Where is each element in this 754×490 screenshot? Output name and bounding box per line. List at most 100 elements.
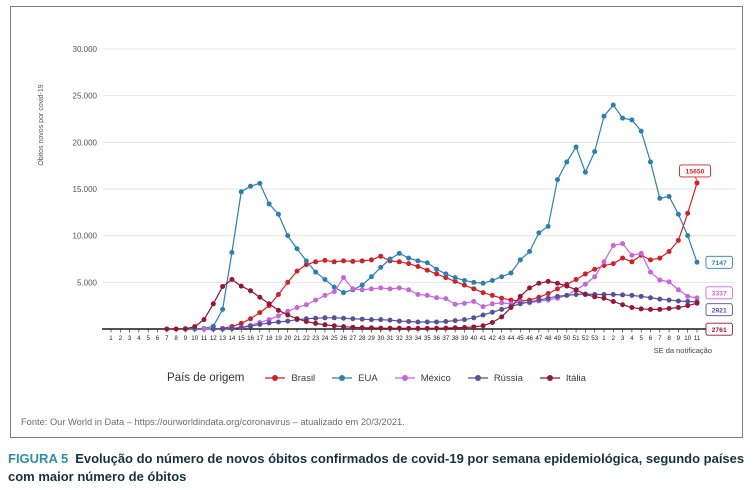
svg-text:7: 7: [658, 335, 662, 342]
legend-item-italia: Itália: [539, 373, 586, 384]
svg-text:51: 51: [573, 335, 580, 342]
svg-text:6: 6: [649, 335, 653, 342]
svg-text:8: 8: [174, 335, 178, 342]
svg-text:42: 42: [489, 335, 496, 342]
legend-label-italia: Itália: [565, 372, 586, 384]
legend-item-brasil: Brasil: [264, 373, 315, 384]
svg-text:19: 19: [275, 335, 282, 342]
svg-text:34: 34: [415, 335, 422, 342]
svg-text:2921: 2921: [712, 308, 727, 315]
svg-text:21: 21: [294, 335, 301, 342]
legend-title: País de origem: [167, 372, 245, 384]
svg-text:1: 1: [109, 335, 113, 342]
svg-text:6: 6: [156, 335, 160, 342]
svg-text:29: 29: [368, 335, 375, 342]
legend-marker-italia: [539, 375, 560, 381]
svg-text:10: 10: [684, 335, 691, 342]
svg-text:35: 35: [424, 335, 431, 342]
end-label-eua: 7147: [705, 255, 733, 269]
svg-text:16: 16: [247, 335, 254, 342]
svg-text:1: 1: [602, 335, 606, 342]
svg-text:41: 41: [480, 335, 487, 342]
svg-text:43: 43: [498, 335, 505, 342]
svg-text:10.000: 10.000: [73, 232, 98, 241]
svg-text:25: 25: [331, 335, 338, 342]
svg-text:39: 39: [461, 335, 468, 342]
svg-text:40: 40: [470, 335, 477, 342]
svg-text:2: 2: [612, 335, 616, 342]
chart-area: 5.000 10.000 15.000 20.000 25.000 30.000 Óbito…: [11, 7, 742, 364]
svg-text:2761: 2761: [712, 327, 727, 334]
figure-caption-text: Evolução do número de novos óbitos confi…: [8, 451, 745, 484]
svg-text:5: 5: [146, 335, 150, 342]
end-label-russia: 2921: [705, 303, 733, 317]
svg-text:10: 10: [191, 335, 198, 342]
svg-text:14: 14: [228, 335, 235, 342]
legend-marker-eua: [332, 375, 353, 381]
legend-marker-brasil: [265, 375, 286, 381]
svg-text:20: 20: [284, 335, 291, 342]
svg-text:15650: 15650: [686, 169, 705, 176]
x-axis-title: SE da notificação: [654, 346, 712, 355]
chart-legend: País de origem Brasil EUA México Rússia Itál…: [11, 372, 742, 384]
figure-caption-tag: FIGURA 5: [8, 451, 69, 466]
svg-text:44: 44: [508, 335, 515, 342]
svg-text:47: 47: [535, 335, 542, 342]
svg-text:3: 3: [128, 335, 132, 342]
svg-text:9: 9: [677, 335, 681, 342]
legend-item-russia: Rússia: [467, 373, 523, 384]
svg-text:3: 3: [621, 335, 625, 342]
svg-text:45: 45: [517, 335, 524, 342]
svg-text:46: 46: [526, 335, 533, 342]
legend-marker-russia: [467, 375, 488, 381]
svg-text:15.000: 15.000: [73, 185, 98, 194]
y-axis-title: Óbitos novos por covid-19: [36, 84, 45, 165]
svg-text:36: 36: [433, 335, 440, 342]
svg-text:23: 23: [312, 335, 319, 342]
svg-text:7147: 7147: [712, 260, 727, 267]
svg-text:33: 33: [405, 335, 412, 342]
end-label-italia: 2761: [705, 322, 733, 336]
svg-text:11: 11: [201, 335, 208, 342]
legend-items: Brasil EUA México Rússia Itália: [264, 373, 586, 384]
svg-text:15: 15: [238, 335, 245, 342]
series-line-italia: [166, 278, 698, 330]
figure-box: 5.000 10.000 15.000 20.000 25.000 30.000 Óbito…: [10, 6, 743, 438]
svg-text:5: 5: [639, 335, 643, 342]
svg-text:28: 28: [359, 335, 366, 342]
source-note: Fonte: Our World in Data – https://ourwo…: [21, 417, 405, 427]
svg-text:25.000: 25.000: [73, 92, 98, 101]
svg-text:4: 4: [137, 335, 141, 342]
legend-item-eua: EUA: [331, 373, 378, 384]
svg-text:24: 24: [321, 335, 328, 342]
legend-label-eua: EUA: [358, 372, 378, 384]
svg-text:9: 9: [184, 335, 188, 342]
svg-text:18: 18: [266, 335, 273, 342]
svg-text:2: 2: [119, 335, 123, 342]
svg-text:11: 11: [694, 335, 701, 342]
covid-deaths-line-chart: 5.000 10.000 15.000 20.000 25.000 30.000 Óbito…: [36, 45, 735, 355]
svg-text:30: 30: [377, 335, 384, 342]
legend-item-mexico: México: [394, 373, 451, 384]
svg-text:20.000: 20.000: [73, 138, 98, 147]
end-label-mexico: 3337: [705, 286, 733, 300]
svg-text:8: 8: [667, 335, 671, 342]
svg-text:12: 12: [210, 335, 217, 342]
svg-text:17: 17: [256, 335, 263, 342]
svg-text:13: 13: [219, 335, 226, 342]
svg-text:7: 7: [165, 335, 169, 342]
svg-text:48: 48: [545, 335, 552, 342]
series-line-brasil: [185, 182, 698, 330]
svg-text:49: 49: [554, 335, 561, 342]
svg-text:38: 38: [452, 335, 459, 342]
legend-label-russia: Rússia: [493, 372, 523, 384]
svg-text:31: 31: [387, 335, 394, 342]
svg-text:5.000: 5.000: [77, 278, 98, 287]
svg-text:50: 50: [563, 335, 570, 342]
svg-text:4: 4: [630, 335, 634, 342]
svg-text:3337: 3337: [712, 291, 727, 298]
legend-label-brasil: Brasil: [291, 372, 316, 384]
svg-text:27: 27: [349, 335, 356, 342]
svg-text:26: 26: [340, 335, 347, 342]
figure-caption: FIGURA 5 Evolução do número de novos óbit…: [8, 450, 748, 485]
